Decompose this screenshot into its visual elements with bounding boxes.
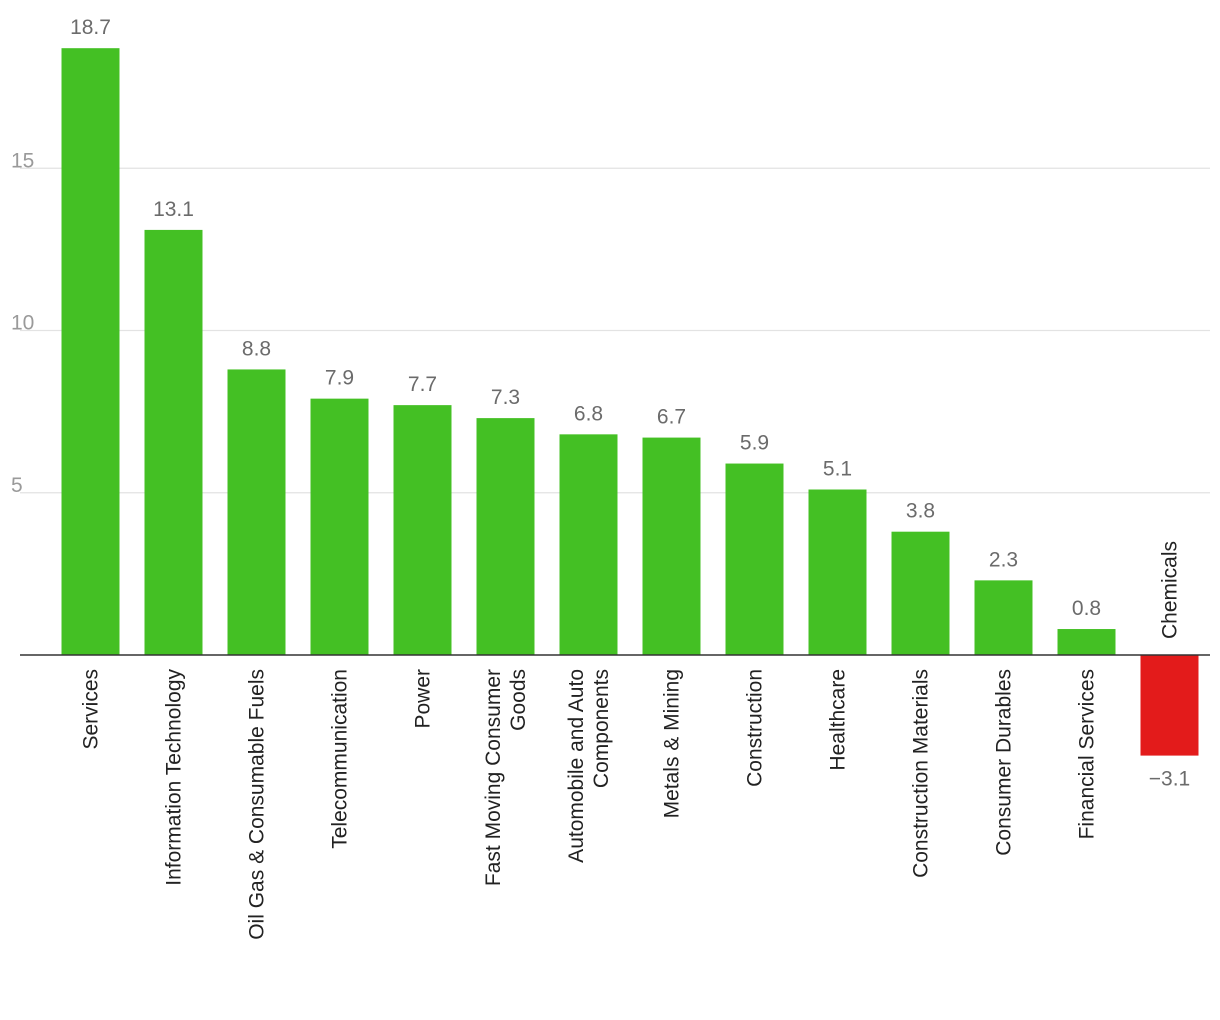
category-label: Fast Moving Consumer Goods <box>482 669 530 886</box>
bars <box>61 48 1199 756</box>
category-label: Telecommunication <box>329 669 352 849</box>
y-tick-label: 15 <box>11 149 34 172</box>
category-label-line: Construction Materials <box>910 669 933 878</box>
category-label-line: Telecommunication <box>329 669 352 849</box>
category-label-line: Fast Moving Consumer <box>482 669 505 886</box>
data-label: 6.7 <box>657 406 686 429</box>
category-label: Chemicals <box>1159 541 1182 639</box>
category-label: Construction <box>744 669 767 787</box>
bar <box>808 489 867 655</box>
category-label-line: Healthcare <box>827 669 850 771</box>
data-label: 8.8 <box>242 337 271 360</box>
category-label: Metals & Mining <box>661 669 684 818</box>
category-label: Financial Services <box>1076 669 1099 839</box>
category-label-line: Metals & Mining <box>661 669 684 818</box>
data-label: 0.8 <box>1072 597 1101 620</box>
y-tick-label: 10 <box>11 312 34 335</box>
category-labels: Services Information Technology Oil Gas & … <box>80 541 1182 940</box>
bar <box>476 418 535 655</box>
category-label: Power <box>412 669 435 729</box>
data-label: 7.3 <box>491 386 520 409</box>
bar <box>393 405 452 655</box>
category-label: Oil Gas & Consumable Fuels <box>246 669 269 940</box>
category-label: Healthcare <box>827 669 850 771</box>
bar <box>725 463 784 655</box>
value-labels: 18.7 13.1 8.8 7.9 7.7 7.3 6.8 6.7 5.9 5.1 3.8 2.3 0.… <box>70 16 1190 790</box>
category-label-line: Automobile and Auto <box>565 669 588 863</box>
data-label: 13.1 <box>153 198 194 221</box>
category-label-line: Goods <box>507 669 530 731</box>
category-label: Information Technology <box>163 669 186 886</box>
bar <box>559 434 618 655</box>
bar <box>891 531 950 655</box>
category-label: Construction Materials <box>910 669 933 878</box>
bar <box>61 48 120 656</box>
category-label: Consumer Durables <box>993 669 1016 856</box>
category-label: Services <box>80 669 103 750</box>
bar <box>310 398 369 655</box>
y-axis-ticks: 5 10 15 <box>11 149 34 497</box>
category-label-line: Financial Services <box>1076 669 1099 839</box>
data-label: 7.7 <box>408 373 437 396</box>
category-label-line: Power <box>412 669 435 729</box>
category-label-line: Consumer Durables <box>993 669 1016 856</box>
category-label-line: Services <box>80 669 103 750</box>
data-label: −3.1 <box>1149 768 1190 791</box>
data-label: 5.9 <box>740 432 769 455</box>
bar <box>144 229 203 655</box>
category-label-line: Oil Gas & Consumable Fuels <box>246 669 269 940</box>
bar <box>1140 655 1199 756</box>
data-label: 18.7 <box>70 16 111 39</box>
bar <box>1057 629 1116 655</box>
data-label: 6.8 <box>574 402 603 425</box>
category-label-line: Construction <box>744 669 767 787</box>
y-tick-label: 5 <box>11 474 23 497</box>
bar <box>227 369 286 655</box>
category-label-line: Components <box>590 669 613 788</box>
category-label-line: Information Technology <box>163 669 186 886</box>
data-label: 3.8 <box>906 500 935 523</box>
data-label: 2.3 <box>989 548 1018 571</box>
data-label: 7.9 <box>325 367 354 390</box>
bar <box>642 437 701 655</box>
bar <box>974 580 1033 655</box>
category-label: Automobile and Auto Components <box>565 669 613 863</box>
data-label: 5.1 <box>823 458 852 481</box>
category-label-line: Chemicals <box>1159 541 1182 639</box>
